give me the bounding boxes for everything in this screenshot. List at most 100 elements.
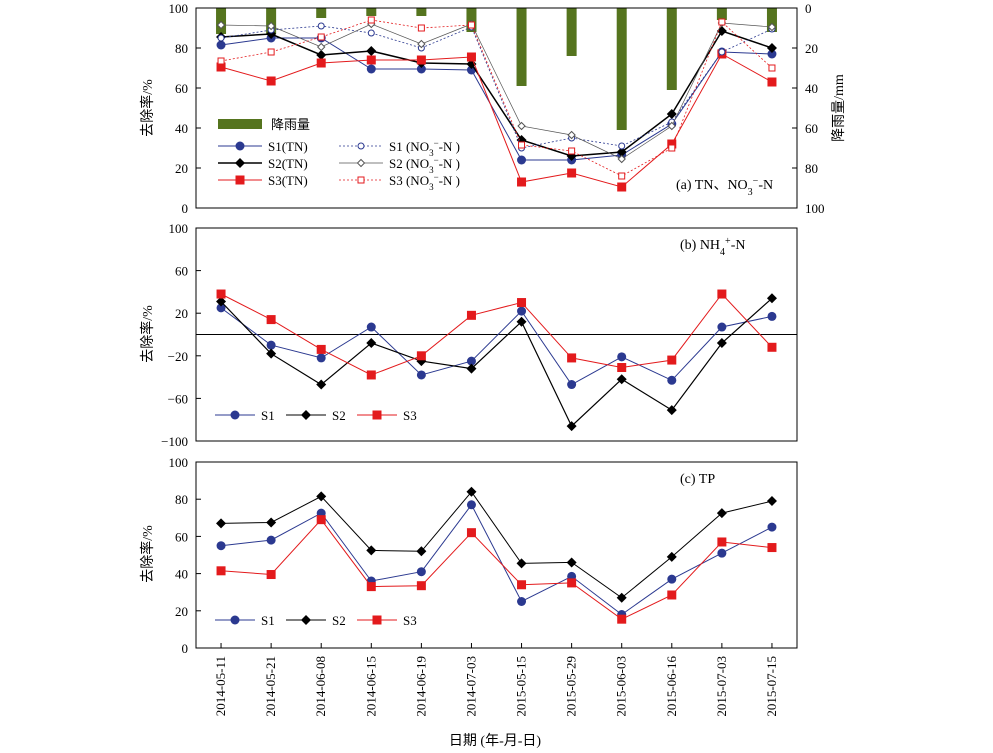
data-point-c-1 bbox=[266, 535, 276, 545]
x-tick-label: 2014-05-21 bbox=[263, 656, 278, 717]
y-tick-label: 60 bbox=[175, 529, 188, 544]
rain-bar bbox=[566, 8, 577, 56]
legend-label: S3(TN) bbox=[268, 173, 308, 188]
legend-label: S3 bbox=[403, 408, 417, 423]
data-point-b-3 bbox=[767, 342, 777, 352]
data-point-c-3 bbox=[517, 580, 527, 590]
data-point-b-2 bbox=[366, 338, 377, 349]
data-point-c-2 bbox=[616, 592, 627, 603]
y-tick-label: 100 bbox=[169, 1, 189, 16]
x-tick-label: 2014-07-03 bbox=[463, 656, 478, 717]
legend-marker bbox=[357, 176, 365, 184]
y-axis-label: 去除率/% bbox=[139, 525, 156, 583]
data-point-b-2 bbox=[266, 348, 277, 359]
y-tick-label: 20 bbox=[175, 306, 188, 321]
data-point-c-1 bbox=[717, 548, 727, 558]
data-point-a-5 bbox=[517, 121, 526, 131]
data-point-a-3 bbox=[416, 55, 426, 65]
data-point-a-6 bbox=[217, 57, 225, 65]
rain-bar bbox=[416, 8, 427, 16]
x-tick-label: 2014-05-11 bbox=[213, 656, 228, 716]
data-point-b-3 bbox=[416, 351, 426, 361]
data-point-c-3 bbox=[316, 515, 326, 525]
data-point-a-5 bbox=[266, 21, 276, 31]
series-line-a-3 bbox=[220, 53, 773, 188]
data-point-b-3 bbox=[567, 353, 577, 363]
series-line-a-2 bbox=[220, 30, 773, 157]
data-point-c-2 bbox=[716, 508, 727, 519]
data-point-a-1 bbox=[366, 64, 376, 74]
data-point-b-1 bbox=[466, 356, 476, 366]
data-point-b-2 bbox=[466, 363, 477, 374]
data-point-a-6 bbox=[518, 141, 526, 149]
data-point-c-2 bbox=[466, 486, 477, 497]
y-tick-label: −100 bbox=[161, 434, 188, 449]
y-tick-label: 0 bbox=[182, 201, 189, 216]
series-line-a-4 bbox=[220, 25, 773, 149]
legend-label: S3 bbox=[403, 613, 417, 628]
y-axis-label: 去除率/% bbox=[139, 305, 156, 363]
data-point-a-3 bbox=[366, 55, 376, 65]
data-point-a-2 bbox=[316, 50, 327, 60]
y-tick-label: 60 bbox=[175, 264, 188, 279]
series-line-b-1 bbox=[220, 307, 773, 386]
data-point-a-5 bbox=[417, 39, 426, 49]
legend-marker bbox=[372, 410, 382, 420]
data-point-b-3 bbox=[216, 289, 226, 299]
legend-label: S1 bbox=[261, 408, 275, 423]
data-point-b-2 bbox=[716, 338, 727, 349]
data-point-c-2 bbox=[516, 558, 527, 569]
data-point-b-1 bbox=[667, 375, 677, 385]
y-tick-label: 80 bbox=[175, 41, 188, 56]
data-point-b-2 bbox=[666, 405, 677, 416]
data-point-c-1 bbox=[667, 574, 677, 584]
data-point-a-5 bbox=[667, 121, 676, 131]
data-point-a-3 bbox=[767, 77, 777, 87]
data-point-a-6 bbox=[417, 24, 425, 32]
rain-bar bbox=[366, 8, 377, 16]
y-tick-label: −20 bbox=[168, 349, 188, 364]
series-line-a-1 bbox=[220, 37, 773, 161]
x-tick-label: 2015-05-29 bbox=[564, 656, 579, 717]
data-point-a-6 bbox=[317, 33, 325, 41]
legend-marker bbox=[235, 175, 245, 185]
data-point-a-1 bbox=[416, 64, 426, 74]
data-point-b-2 bbox=[766, 293, 777, 304]
data-point-c-3 bbox=[266, 570, 276, 580]
y2-tick-label: 0 bbox=[805, 1, 812, 16]
data-point-c-3 bbox=[567, 578, 577, 588]
data-point-b-3 bbox=[517, 298, 527, 308]
data-point-c-2 bbox=[266, 517, 277, 528]
legend-label: S1 bbox=[261, 613, 275, 628]
legend-label: S2(TN) bbox=[268, 156, 308, 171]
data-point-a-6 bbox=[668, 144, 676, 152]
data-point-a-4 bbox=[217, 34, 225, 42]
data-point-c-2 bbox=[216, 518, 227, 529]
data-point-a-3 bbox=[266, 76, 276, 86]
legend-marker bbox=[235, 158, 245, 168]
y-axis-label: 去除率/% bbox=[139, 79, 156, 137]
data-point-b-1 bbox=[767, 311, 777, 321]
data-point-a-3 bbox=[517, 177, 527, 187]
y-tick-label: 80 bbox=[175, 492, 188, 507]
x-tick-label: 2014-06-08 bbox=[313, 656, 328, 717]
data-point-c-2 bbox=[366, 545, 377, 556]
x-tick-label: 2015-07-15 bbox=[764, 656, 779, 717]
x-tick-label: 2014-06-19 bbox=[413, 656, 428, 717]
data-point-b-1 bbox=[366, 322, 376, 332]
data-point-a-1 bbox=[517, 155, 527, 165]
y-tick-label: 100 bbox=[169, 455, 189, 470]
data-point-b-1 bbox=[567, 380, 577, 390]
x-tick-label: 2015-06-16 bbox=[664, 656, 679, 717]
legend-label: S2 bbox=[332, 613, 346, 628]
data-point-b-1 bbox=[517, 306, 527, 316]
x-tick-label: 2014-06-15 bbox=[363, 656, 378, 717]
data-point-b-3 bbox=[617, 363, 627, 373]
y-tick-label: −60 bbox=[168, 391, 188, 406]
rain-bar bbox=[716, 8, 727, 20]
data-point-c-3 bbox=[416, 581, 426, 591]
data-point-c-1 bbox=[517, 597, 527, 606]
x-axis-label: 日期 (年-月-日) bbox=[449, 733, 541, 749]
legend-label: S2 (NO3−-N ) bbox=[389, 155, 460, 175]
data-point-c-3 bbox=[216, 566, 226, 576]
